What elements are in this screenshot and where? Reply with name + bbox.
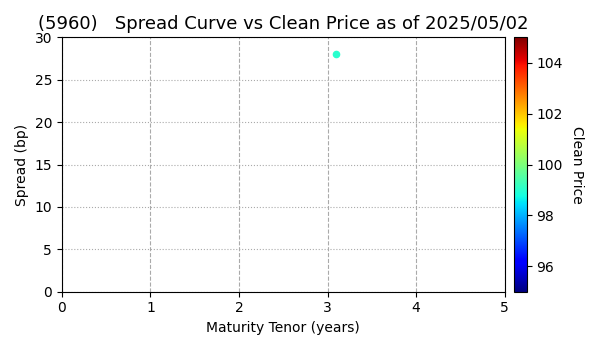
Point <box>332 51 341 57</box>
Title: (5960)   Spread Curve vs Clean Price as of 2025/05/02: (5960) Spread Curve vs Clean Price as of… <box>38 15 529 33</box>
Y-axis label: Clean Price: Clean Price <box>570 126 584 203</box>
Y-axis label: Spread (bp): Spread (bp) <box>15 124 29 205</box>
X-axis label: Maturity Tenor (years): Maturity Tenor (years) <box>206 321 360 335</box>
